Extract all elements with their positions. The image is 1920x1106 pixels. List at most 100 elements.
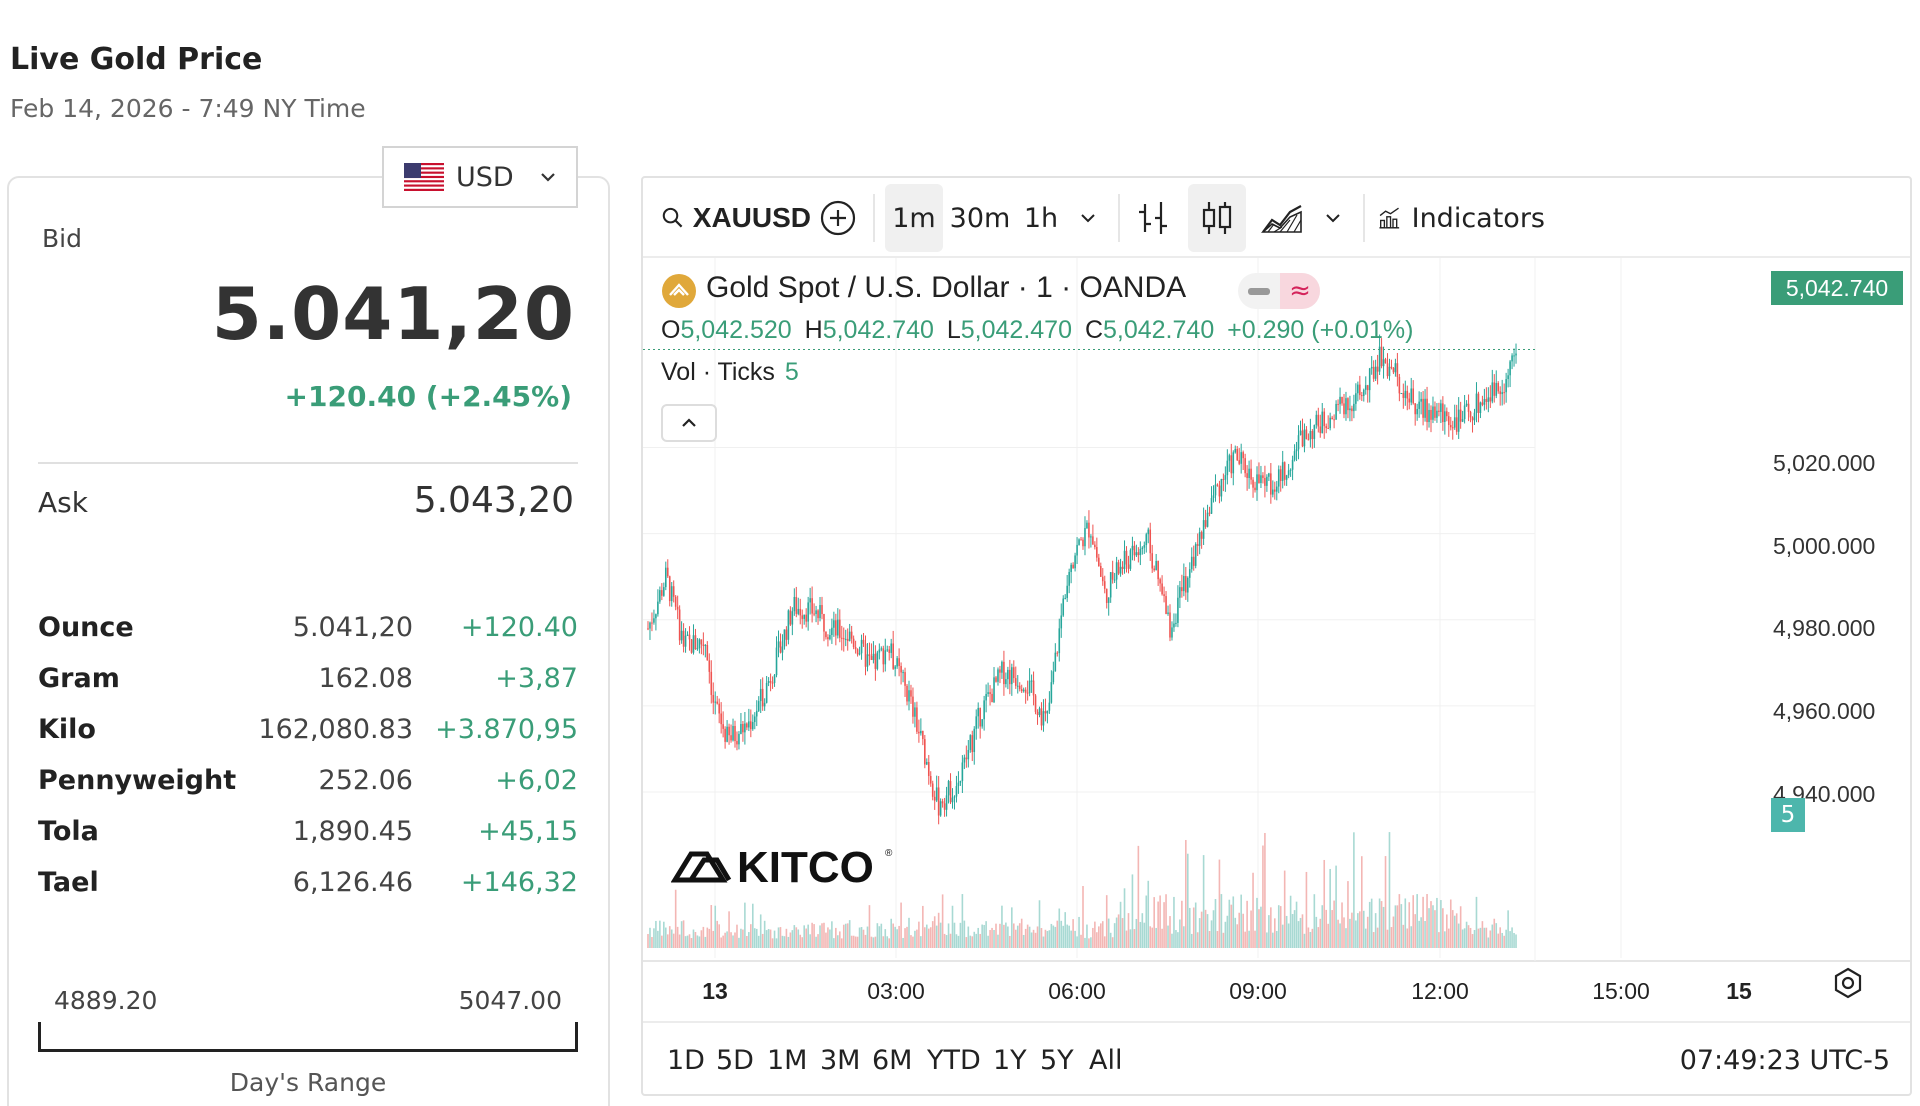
interval-dropdown[interactable]	[1068, 184, 1108, 252]
candle-body	[922, 730, 924, 740]
candle-body	[1366, 385, 1369, 391]
candlestick-chart[interactable]	[643, 258, 1912, 998]
volume-bar	[1133, 929, 1136, 948]
chart-clock[interactable]: 07:49:23 UTC-5	[1679, 1045, 1890, 1076]
volume-bar	[1036, 926, 1039, 948]
volume-bar	[1461, 929, 1464, 948]
volume-bar	[888, 938, 891, 948]
svg-text:KITCO: KITCO	[737, 843, 874, 888]
page-title: Live Gold Price	[10, 42, 263, 77]
candles-chart-type-button[interactable]	[1188, 184, 1246, 252]
candle-body	[813, 613, 815, 615]
plus-circle-icon	[820, 200, 856, 236]
candle-body	[892, 643, 894, 669]
candle-body	[1011, 667, 1013, 685]
range-5d[interactable]: 5D	[716, 1045, 754, 1076]
candle-body	[821, 605, 823, 615]
volume-bar	[1489, 930, 1492, 948]
volume-bar	[827, 927, 829, 948]
volume-bar	[1185, 839, 1187, 948]
volume-bar	[785, 928, 788, 948]
volume-bar	[1398, 894, 1401, 948]
range-6m[interactable]: 6M	[872, 1045, 913, 1076]
volume-bar	[1238, 912, 1241, 948]
candle-body	[1072, 564, 1074, 569]
candle-body	[963, 757, 966, 763]
candle-body	[1353, 403, 1355, 412]
chart-settings-icon[interactable]	[1831, 966, 1865, 1000]
candle-body	[1457, 409, 1460, 432]
volume-bar	[819, 925, 821, 948]
volume-bar	[1080, 934, 1082, 948]
candle-body	[1088, 522, 1090, 538]
volume-bar	[1194, 902, 1197, 948]
volume-bar	[933, 916, 936, 948]
volume-bar	[1250, 910, 1252, 948]
candle-body	[1287, 470, 1290, 476]
volume-bar	[1378, 898, 1381, 948]
area-chart-type-button[interactable]	[1253, 184, 1311, 252]
range-5y[interactable]: 5Y	[1040, 1045, 1074, 1076]
candle-body	[1090, 536, 1092, 538]
candle-body	[1359, 384, 1361, 396]
candle-body	[1410, 388, 1413, 403]
bar-chart-type-button[interactable]	[1125, 184, 1181, 252]
volume-bar	[1040, 928, 1043, 948]
unit-price: 1,890.45	[292, 816, 413, 847]
collapse-legend-button[interactable]	[661, 404, 717, 442]
volume-bar	[1491, 924, 1494, 948]
volume-bar	[858, 927, 861, 948]
interval-30m[interactable]: 30m	[949, 202, 1011, 234]
candle-body	[1009, 669, 1011, 685]
range-1y[interactable]: 1Y	[993, 1045, 1027, 1076]
symbol-search[interactable]: XAUUSD	[661, 184, 811, 252]
volume-bar	[1048, 930, 1051, 948]
volume-bar	[880, 923, 883, 948]
chart-area[interactable]	[643, 258, 1912, 998]
indicators-button[interactable]: Indicators	[1377, 184, 1545, 252]
candle-body	[674, 596, 677, 607]
volume-bar	[1325, 909, 1328, 948]
open-key: O	[661, 316, 681, 344]
volume-bar	[995, 923, 997, 948]
candle-body	[840, 637, 843, 639]
candle-body	[870, 656, 873, 660]
candle-body	[1289, 469, 1292, 471]
separator	[873, 194, 875, 242]
interval-1m[interactable]: 1m	[885, 184, 943, 252]
candle-body	[777, 641, 780, 648]
volume-bar	[1103, 936, 1106, 948]
compare-symbol-button[interactable]	[813, 184, 863, 252]
range-1d[interactable]: 1D	[667, 1045, 705, 1076]
volume-bar	[809, 934, 811, 948]
candle-body	[1511, 355, 1513, 362]
volume-bar	[659, 920, 661, 948]
volume-bar	[793, 925, 796, 948]
range-1m[interactable]: 1M	[767, 1045, 808, 1076]
volume-bar	[939, 922, 942, 948]
interval-1h[interactable]: 1h	[1023, 202, 1059, 234]
range-all[interactable]: All	[1089, 1045, 1123, 1076]
candle-body	[1264, 477, 1266, 486]
candle-body	[1469, 411, 1472, 418]
candle-body	[1327, 428, 1329, 430]
candle-body	[1404, 390, 1407, 398]
volume-bar	[1479, 927, 1482, 948]
candle-body	[678, 609, 681, 641]
candle-body	[1499, 391, 1502, 395]
volume-bar	[1394, 905, 1397, 948]
range-3m[interactable]: 3M	[820, 1045, 861, 1076]
candle-body	[1161, 583, 1163, 595]
candle-body	[1335, 403, 1337, 420]
volume-bar	[1210, 920, 1213, 948]
candle-body	[1432, 406, 1434, 420]
currency-select[interactable]: USD	[382, 146, 578, 208]
candle-body	[1424, 398, 1426, 418]
range-ytd[interactable]: YTD	[927, 1045, 981, 1076]
candle-body	[1107, 597, 1110, 603]
volume-bar	[779, 927, 782, 948]
legend-visibility-toggle[interactable]: ≈	[1238, 273, 1320, 309]
volume-bar	[1131, 874, 1134, 948]
candle-body	[959, 780, 962, 783]
chart-type-dropdown[interactable]	[1313, 184, 1353, 252]
